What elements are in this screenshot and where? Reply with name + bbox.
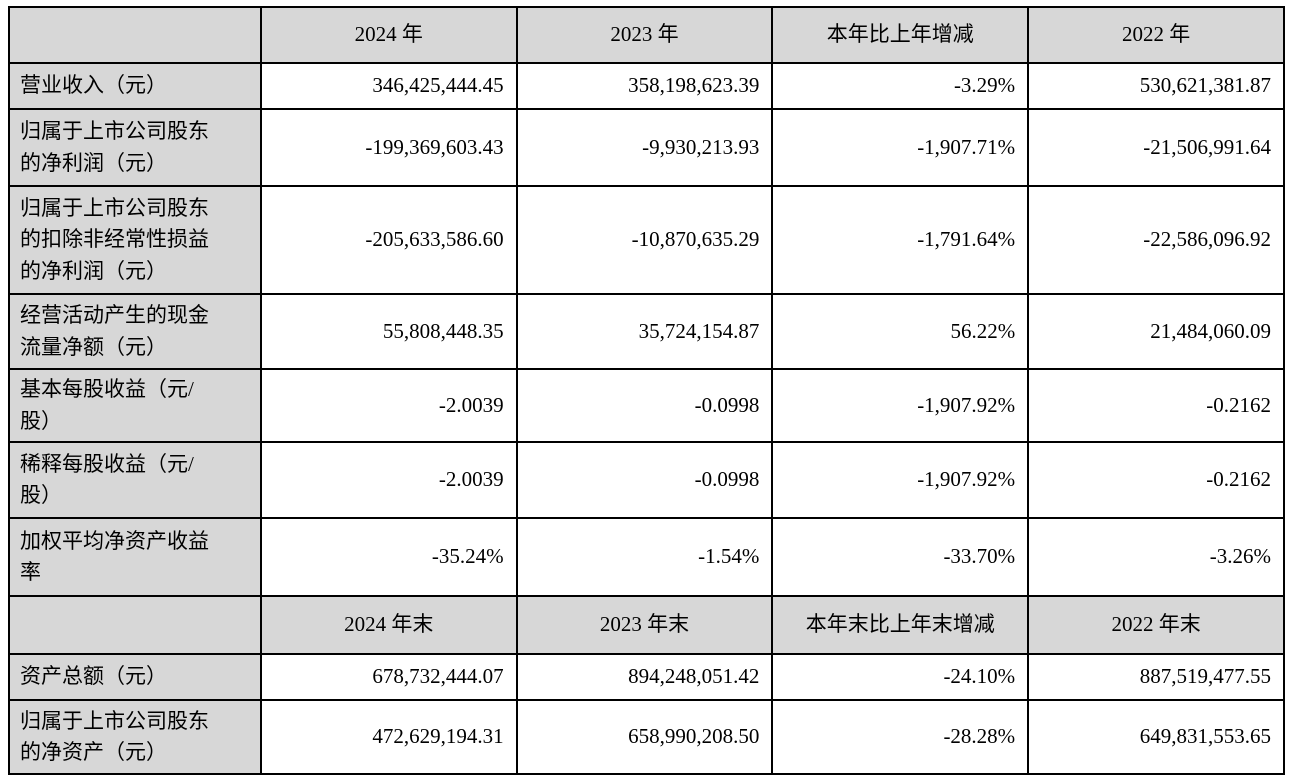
row-label: 资产总额（元）	[8, 653, 262, 701]
yearend-header-row: 2024 年末 2023 年末 本年末比上年末增减 2022 年末	[8, 595, 1285, 655]
column-header-2024-yearend: 2024 年末	[259, 595, 518, 655]
cell-value: -1,907.92%	[771, 441, 1030, 519]
cell-value: -2.0039	[259, 368, 518, 443]
cell-value: 21,484,060.09	[1027, 293, 1285, 370]
row-label: 归属于上市公司股东 的净利润（元）	[8, 108, 262, 187]
cell-value: 55,808,448.35	[259, 293, 518, 370]
table-row-operating-cash-flow: 经营活动产生的现金 流量净额（元） 55,808,448.35 35,724,1…	[8, 293, 1285, 370]
cell-value: -3.26%	[1027, 517, 1285, 597]
header-empty-cell	[8, 6, 262, 64]
cell-value: -22,586,096.92	[1027, 185, 1285, 295]
cell-value: -0.2162	[1027, 441, 1285, 519]
row-label: 加权平均净资产收益 率	[8, 517, 262, 597]
row-label: 稀释每股收益（元/ 股）	[8, 441, 262, 519]
cell-value: -35.24%	[259, 517, 518, 597]
row-label: 经营活动产生的现金 流量净额（元）	[8, 293, 262, 370]
cell-value: -21,506,991.64	[1027, 108, 1285, 187]
cell-value: -0.2162	[1027, 368, 1285, 443]
cell-value: -205,633,586.60	[259, 185, 518, 295]
row-label: 归属于上市公司股东 的净资产（元）	[8, 699, 262, 775]
cell-value: 56.22%	[771, 293, 1030, 370]
cell-value: -9,930,213.93	[515, 108, 774, 187]
table-row-net-assets: 归属于上市公司股东 的净资产（元） 472,629,194.31 658,990…	[8, 699, 1285, 775]
cell-value: -1,907.71%	[771, 108, 1030, 187]
cell-value: 678,732,444.07	[259, 653, 518, 701]
cell-value: -3.29%	[771, 62, 1030, 110]
cell-value: -24.10%	[771, 653, 1030, 701]
column-header-yearend-change: 本年末比上年末增减	[771, 595, 1030, 655]
cell-value: 346,425,444.45	[259, 62, 518, 110]
row-label: 基本每股收益（元/ 股）	[8, 368, 262, 443]
column-header-2022-yearend: 2022 年末	[1027, 595, 1285, 655]
column-header-2023-yearend: 2023 年末	[515, 595, 774, 655]
cell-value: 887,519,477.55	[1027, 653, 1285, 701]
column-header-2022: 2022 年	[1027, 6, 1285, 64]
cell-value: 530,621,381.87	[1027, 62, 1285, 110]
cell-value: 472,629,194.31	[259, 699, 518, 775]
row-label: 营业收入（元）	[8, 62, 262, 110]
cell-value: -2.0039	[259, 441, 518, 519]
table-row-total-assets: 资产总额（元） 678,732,444.07 894,248,051.42 -2…	[8, 653, 1285, 701]
column-header-2023: 2023 年	[515, 6, 774, 64]
cell-value: -28.28%	[771, 699, 1030, 775]
cell-value: 658,990,208.50	[515, 699, 774, 775]
row-label: 归属于上市公司股东 的扣除非经常性损益 的净利润（元）	[8, 185, 262, 295]
table-row-net-profit: 归属于上市公司股东 的净利润（元） -199,369,603.43 -9,930…	[8, 108, 1285, 187]
cell-value: -199,369,603.43	[259, 108, 518, 187]
table-row-basic-eps: 基本每股收益（元/ 股） -2.0039 -0.0998 -1,907.92% …	[8, 368, 1285, 443]
header-empty-cell	[8, 595, 262, 655]
cell-value: 358,198,623.39	[515, 62, 774, 110]
cell-value: -1.54%	[515, 517, 774, 597]
column-header-2024: 2024 年	[259, 6, 518, 64]
cell-value: -1,791.64%	[771, 185, 1030, 295]
cell-value: -1,907.92%	[771, 368, 1030, 443]
table-row-net-profit-excl-nonrecurring: 归属于上市公司股东 的扣除非经常性损益 的净利润（元） -205,633,586…	[8, 185, 1285, 295]
cell-value: -33.70%	[771, 517, 1030, 597]
table-row-weighted-avg-roe: 加权平均净资产收益 率 -35.24% -1.54% -33.70% -3.26…	[8, 517, 1285, 597]
table-row-revenue: 营业收入（元） 346,425,444.45 358,198,623.39 -3…	[8, 62, 1285, 110]
cell-value: -0.0998	[515, 368, 774, 443]
annual-header-row: 2024 年 2023 年 本年比上年增减 2022 年	[8, 6, 1285, 64]
cell-value: -0.0998	[515, 441, 774, 519]
cell-value: 35,724,154.87	[515, 293, 774, 370]
cell-value: -10,870,635.29	[515, 185, 774, 295]
table-row-diluted-eps: 稀释每股收益（元/ 股） -2.0039 -0.0998 -1,907.92% …	[8, 441, 1285, 519]
cell-value: 894,248,051.42	[515, 653, 774, 701]
financial-summary-table: 2024 年 2023 年 本年比上年增减 2022 年 营业收入（元） 346…	[8, 6, 1285, 775]
column-header-yoy-change: 本年比上年增减	[771, 6, 1030, 64]
cell-value: 649,831,553.65	[1027, 699, 1285, 775]
